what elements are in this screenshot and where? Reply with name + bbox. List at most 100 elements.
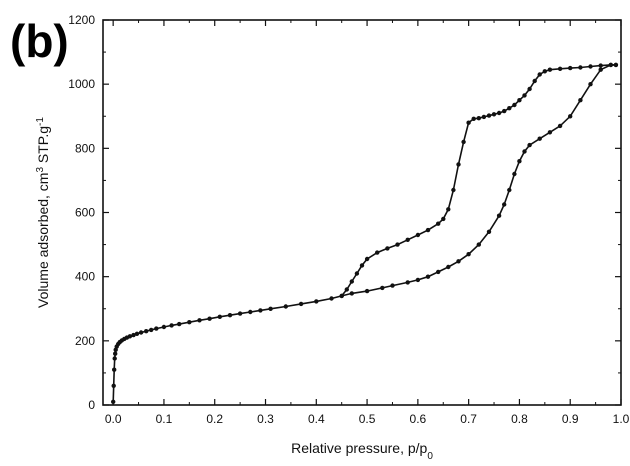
- plot-frame: [102, 19, 622, 406]
- data-point: [217, 314, 222, 319]
- data-point: [507, 106, 512, 111]
- x-tick-label: 0.5: [359, 412, 376, 426]
- data-point: [380, 285, 385, 291]
- data-point: [436, 269, 441, 275]
- data-point: [187, 320, 192, 325]
- x-tick-label: 0.3: [257, 412, 274, 426]
- data-point: [512, 171, 517, 177]
- data-point: [364, 256, 370, 262]
- data-point: [127, 334, 133, 339]
- data-point: [436, 221, 441, 226]
- data-point: [197, 318, 202, 323]
- data-point: [425, 227, 431, 233]
- data-point: [527, 86, 532, 92]
- data-point: [502, 202, 507, 207]
- x-tick-label: 1.0: [613, 412, 630, 426]
- data-point: [557, 123, 563, 129]
- data-point: [154, 326, 159, 331]
- data-point: [349, 279, 354, 284]
- data-point: [456, 259, 461, 264]
- data-point: [486, 229, 492, 234]
- data-point: [161, 324, 167, 330]
- data-point: [329, 296, 334, 301]
- data-point: [349, 291, 354, 296]
- x-tick-label: 0.1: [156, 412, 173, 426]
- data-point: [486, 113, 492, 118]
- data-point: [248, 309, 253, 315]
- data-point: [568, 65, 573, 71]
- data-point: [512, 102, 517, 108]
- data-point: [364, 288, 370, 294]
- data-point: [283, 304, 288, 309]
- data-point: [466, 120, 471, 125]
- data-point: [517, 159, 522, 164]
- data-point: [405, 237, 410, 242]
- data-point: [237, 311, 243, 316]
- y-axis-title: Volume adsorbed, cm3 STP.g-1: [35, 117, 52, 308]
- data-point: [298, 301, 304, 307]
- x-tick-label: 0.8: [511, 412, 528, 426]
- y-tick-label: 200: [75, 334, 95, 348]
- plot-border: [102, 19, 622, 406]
- data-point: [502, 108, 507, 114]
- data-point: [532, 78, 537, 84]
- data-point: [471, 116, 476, 122]
- data-point: [547, 67, 553, 72]
- data-point: [258, 308, 263, 313]
- data-point: [578, 65, 583, 70]
- data-point: [112, 367, 117, 372]
- data-point: [344, 287, 349, 292]
- data-point: [415, 277, 421, 283]
- data-point: [149, 327, 154, 333]
- data-point: [441, 216, 446, 222]
- data-point: [527, 142, 532, 148]
- data-point: [177, 321, 182, 327]
- data-point: [415, 232, 421, 238]
- data-point: [481, 114, 487, 120]
- data-point: [113, 351, 118, 356]
- x-tick-label: 0.9: [562, 412, 579, 426]
- data-point: [268, 306, 273, 311]
- data-point: [207, 316, 212, 321]
- x-tick-label: 0.6: [410, 412, 427, 426]
- series-markers: [111, 62, 619, 404]
- data-point: [446, 207, 451, 212]
- x-axis-title: Relative pressure, p/p0: [291, 440, 433, 462]
- y-tick-label: 0: [88, 398, 95, 412]
- data-point: [395, 242, 400, 247]
- data-point: [359, 263, 365, 268]
- data-point: [496, 213, 502, 218]
- data-point: [144, 329, 149, 334]
- series-lines: [112, 64, 616, 402]
- series-line-1: [112, 64, 616, 402]
- data-point: [314, 299, 319, 304]
- data-point: [169, 323, 174, 328]
- data-point: [461, 139, 466, 145]
- data-point: [375, 250, 380, 255]
- data-point: [578, 98, 583, 103]
- data-point: [405, 280, 410, 285]
- data-point: [537, 136, 542, 141]
- data-point: [568, 114, 573, 119]
- data-point: [547, 130, 553, 135]
- data-point: [339, 293, 344, 299]
- data-point: [588, 64, 593, 69]
- y-tick-label: 400: [75, 270, 95, 284]
- data-point: [112, 356, 117, 361]
- data-point: [466, 252, 471, 257]
- data-point: [537, 72, 542, 77]
- y-tick-label: 600: [75, 206, 95, 220]
- x-axis-ticks: 0.0 0.1 0.2 0.3 0.4 0.5 0.6 0.7 0.8 0.9 1.0: [105, 20, 630, 426]
- data-point: [111, 383, 116, 388]
- data-point: [496, 110, 502, 116]
- x-tick-label: 0.4: [308, 412, 325, 426]
- data-point: [557, 66, 563, 72]
- data-point: [613, 62, 619, 68]
- data-point: [476, 242, 481, 247]
- data-point: [522, 149, 527, 154]
- data-point: [138, 330, 144, 335]
- y-tick-label: 1200: [68, 13, 95, 27]
- data-point: [385, 246, 390, 251]
- data-point: [425, 274, 431, 279]
